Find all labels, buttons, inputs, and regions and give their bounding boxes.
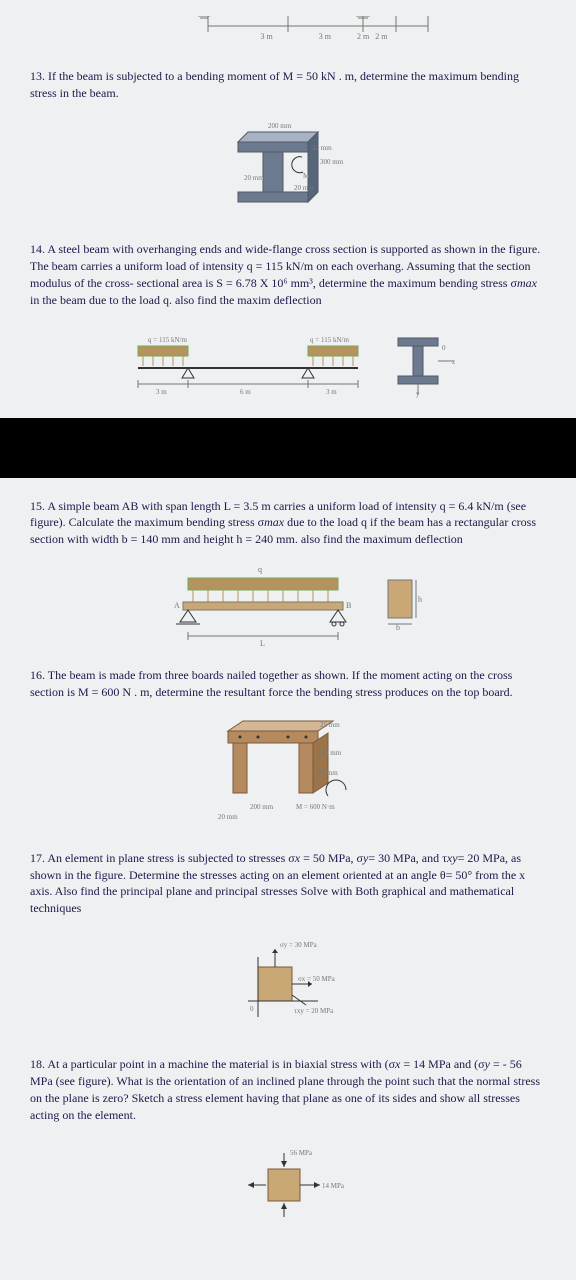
figure-16: 25 mm 150 mm 20 mm 200 mm M = 600 N·m 20… bbox=[30, 711, 546, 834]
svg-text:h: h bbox=[418, 595, 422, 604]
problem-text: = 30 MPa, and τ bbox=[368, 851, 447, 865]
svg-text:M = 600 N·m: M = 600 N·m bbox=[296, 803, 335, 811]
figure-18: 56 MPa 14 MPa bbox=[30, 1133, 546, 1236]
problem-text: = 14 MPa and (σ bbox=[400, 1057, 484, 1071]
svg-text:300 mm: 300 mm bbox=[320, 158, 344, 166]
svg-text:6 m: 6 m bbox=[240, 388, 251, 396]
problem-16: 16. The beam is made from three boards n… bbox=[30, 667, 546, 834]
problem-text: = 50 MPa, σ bbox=[300, 851, 363, 865]
svg-text:q = 115 kN/m: q = 115 kN/m bbox=[148, 336, 187, 344]
problem-text: A steel beam with overhanging ends and w… bbox=[30, 242, 540, 290]
svg-text:M: M bbox=[303, 172, 310, 180]
svg-text:14 MPa: 14 MPa bbox=[322, 1182, 345, 1190]
figure-13: 200 mm 20 mm 300 mm M 20 mm 20 mm bbox=[30, 112, 546, 225]
problem-text: At a particular point in a machine the m… bbox=[47, 1057, 395, 1071]
svg-text:τxy = 20 MPa: τxy = 20 MPa bbox=[294, 1007, 334, 1015]
svg-text:q: q bbox=[258, 565, 262, 574]
svg-text:0: 0 bbox=[250, 1005, 254, 1013]
svg-text:L: L bbox=[260, 639, 265, 648]
problem-number: 14. bbox=[30, 242, 45, 256]
svg-text:20 mm: 20 mm bbox=[244, 174, 264, 182]
problem-number: 15. bbox=[30, 499, 45, 513]
span-label: 2 m bbox=[375, 32, 387, 41]
svg-text:3 m: 3 m bbox=[326, 388, 337, 396]
svg-text:20 mm: 20 mm bbox=[218, 813, 238, 821]
problem-17: 17. An element in plane stress is subjec… bbox=[30, 850, 546, 1040]
svg-text:56 MPa: 56 MPa bbox=[290, 1149, 313, 1157]
svg-text:20 mm: 20 mm bbox=[294, 184, 314, 192]
span-label: 3 m bbox=[261, 32, 273, 41]
subscript: max bbox=[264, 515, 284, 529]
svg-text:20 mm: 20 mm bbox=[312, 144, 332, 152]
page-gap bbox=[0, 418, 576, 478]
problem-15: 15. A simple beam AB with span length L … bbox=[30, 498, 546, 652]
svg-text:200 mm: 200 mm bbox=[268, 122, 292, 130]
svg-text:150 mm: 150 mm bbox=[318, 749, 342, 757]
svg-text:z: z bbox=[452, 358, 455, 366]
top-span-figure: 3 m 3 m 2 m 2 m bbox=[30, 16, 546, 54]
subscript: xy bbox=[447, 851, 458, 865]
problem-18: 18. At a particular point in a machine t… bbox=[30, 1056, 546, 1236]
svg-text:25 mm: 25 mm bbox=[320, 721, 340, 729]
span-label: 3 m bbox=[319, 32, 331, 41]
problem-14: 14. A steel beam with overhanging ends a… bbox=[30, 241, 546, 401]
svg-text:20 mm: 20 mm bbox=[318, 769, 338, 777]
svg-text:σx = 50 MPa: σx = 50 MPa bbox=[298, 975, 336, 983]
figure-17: σy = 30 MPa σx = 50 MPa τxy = 20 MPa 0 bbox=[30, 927, 546, 1040]
span-label: 2 m bbox=[357, 32, 369, 41]
problem-number: 13. bbox=[30, 69, 45, 83]
svg-text:3 m: 3 m bbox=[156, 388, 167, 396]
svg-text:B: B bbox=[346, 601, 351, 610]
problem-text-cont: in the beam due to the load q. also find… bbox=[30, 293, 322, 307]
problem-text: An element in plane stress is subjected … bbox=[47, 851, 294, 865]
problem-13: 13. If the beam is subjected to a bendin… bbox=[30, 68, 546, 225]
problem-number: 17. bbox=[30, 851, 45, 865]
svg-text:q = 115 kN/m: q = 115 kN/m bbox=[310, 336, 349, 344]
svg-text:200 mm: 200 mm bbox=[250, 803, 274, 811]
problem-number: 18. bbox=[30, 1057, 45, 1071]
svg-text:σy = 30 MPa: σy = 30 MPa bbox=[280, 941, 318, 949]
figure-15: q A B L h b bbox=[30, 558, 546, 651]
svg-text:A: A bbox=[174, 601, 180, 610]
problem-number: 16. bbox=[30, 668, 45, 682]
figure-14: q = 115 kN/m q = 115 kN/m 3 m 6 m 3 m 0 … bbox=[30, 318, 546, 401]
problem-text: If the beam is subjected to a bending mo… bbox=[30, 69, 519, 100]
subscript: max bbox=[517, 276, 537, 290]
problem-text: The beam is made from three boards naile… bbox=[30, 668, 513, 699]
svg-text:0: 0 bbox=[442, 344, 446, 352]
